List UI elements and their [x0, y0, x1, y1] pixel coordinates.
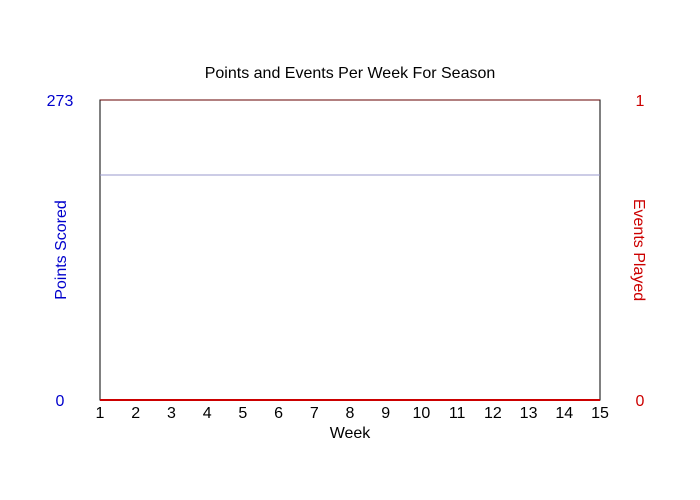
right-y-tick-labels: 01	[636, 93, 645, 410]
right-y-axis-label: Events Played	[630, 199, 647, 301]
x-tick-label: 8	[346, 405, 355, 422]
left-y-tick-label: 0	[56, 393, 65, 410]
x-tick-labels: 1 2 3 4 5 6 7 8 9 10 11 12 13 14 15	[96, 405, 609, 422]
right-y-tick-label: 0	[636, 393, 645, 410]
x-tick-label: 12	[484, 405, 502, 422]
right-y-tick-label: 1	[636, 93, 645, 110]
x-tick-label: 1	[96, 405, 105, 422]
x-tick-label: 10	[413, 405, 431, 422]
x-tick-label: 4	[203, 405, 212, 422]
x-axis-label: Week	[330, 425, 372, 442]
chart-title: Points and Events Per Week For Season	[205, 65, 496, 82]
x-tick-label: 13	[520, 405, 538, 422]
x-tick-label: 7	[310, 405, 319, 422]
x-tick-label: 14	[555, 405, 573, 422]
plot-area	[99, 99, 601, 401]
x-tick-label: 11	[449, 405, 466, 422]
x-tick-label: 3	[167, 405, 176, 422]
x-tick-label: 9	[381, 405, 390, 422]
left-y-axis-label: Points Scored	[53, 200, 70, 300]
x-tick-label: 2	[131, 405, 140, 422]
plot-frame	[99, 99, 601, 401]
x-tick-label: 15	[591, 405, 609, 422]
left-y-tick-labels: 0 273	[47, 93, 74, 410]
x-tick-label: 6	[274, 405, 283, 422]
left-y-tick-label: 273	[47, 93, 74, 110]
x-tick-label: 5	[238, 405, 247, 422]
